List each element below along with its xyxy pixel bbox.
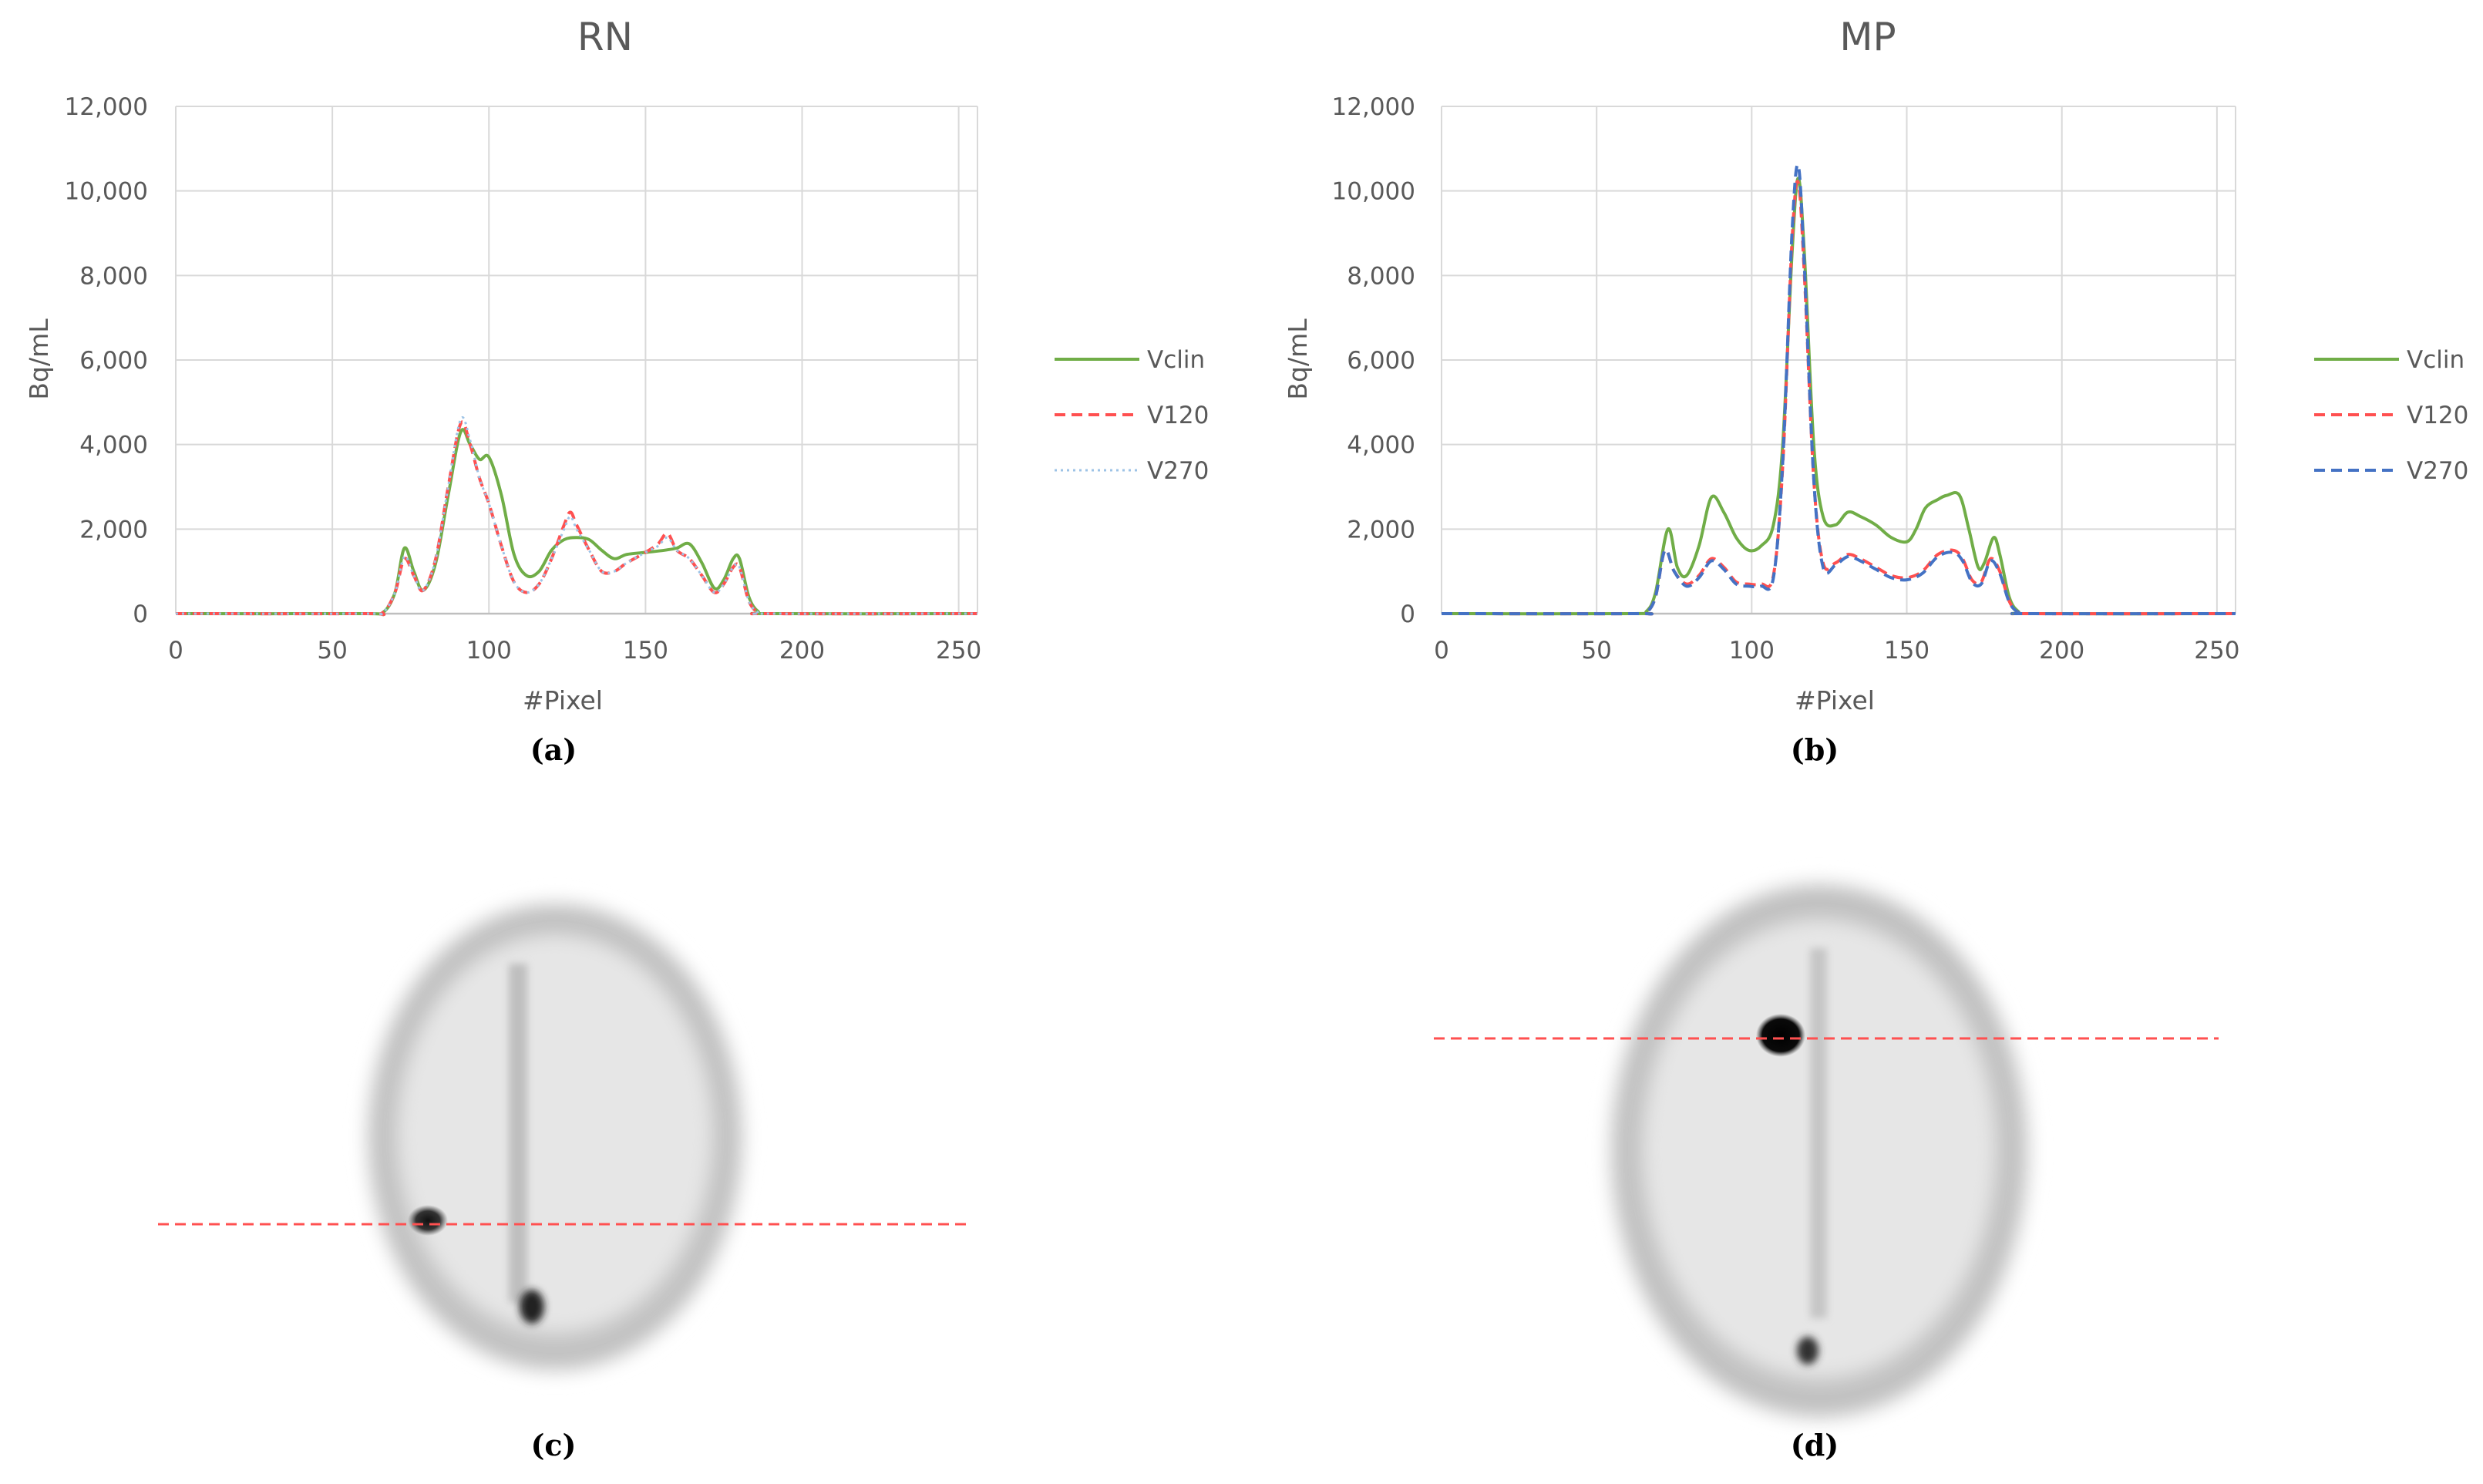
posterior-spot <box>1797 1337 1819 1365</box>
y-tick-label: 2,000 <box>79 516 148 543</box>
y-tick-label: 6,000 <box>1347 347 1415 375</box>
y-axis-label: Bq/mL <box>24 318 54 400</box>
caption-a: (a) <box>530 732 577 767</box>
grid-lines <box>1441 106 2236 615</box>
y-tick-label: 0 <box>133 601 148 628</box>
legend-label: Vclin <box>1147 346 1205 374</box>
y-tick-label: 10,000 <box>1332 178 1415 206</box>
x-tick-label: 100 <box>1729 637 1775 665</box>
legend-label: Vclin <box>2407 346 2464 374</box>
midline-fissure <box>1810 948 1827 1318</box>
y-tick-label: 6,000 <box>79 347 148 375</box>
y-tick-label: 8,000 <box>1347 262 1415 290</box>
hot-lesion <box>1756 1014 1805 1057</box>
grid-lines <box>175 106 978 615</box>
caption-c: (c) <box>530 1428 576 1462</box>
x-tick-label: 0 <box>168 637 183 665</box>
legend-label: V120 <box>1147 402 1209 429</box>
brain-interior <box>401 937 709 1330</box>
x-tick-label: 200 <box>2039 637 2084 665</box>
y-tick-label: 10,000 <box>65 178 148 206</box>
caption-b: (b) <box>1791 732 1839 767</box>
y-tick-label: 12,000 <box>65 93 148 121</box>
x-tick-label: 100 <box>466 637 512 665</box>
tick-labels: 0 2,000 4,000 6,000 8,000 10,000 12,000 0 50 100 1… <box>65 93 982 665</box>
lesion-spot <box>408 1205 448 1236</box>
legend-label: V120 <box>2407 402 2468 429</box>
x-tick-label: 0 <box>1434 637 1449 665</box>
y-tick-label: 2,000 <box>1347 516 1415 543</box>
series-line-v120 <box>175 420 978 617</box>
y-tick-label: 0 <box>1400 601 1415 628</box>
tick-labels: 0 2,000 4,000 6,000 8,000 10,000 12,000 0 50 100 1… <box>1332 93 2240 665</box>
legend: Vclin V120 V270 <box>1055 346 1209 485</box>
x-tick-label: 50 <box>1581 637 1611 665</box>
x-tick-label: 200 <box>779 637 825 665</box>
y-tick-label: 12,000 <box>1332 93 1415 121</box>
y-tick-label: 8,000 <box>79 262 148 290</box>
x-tick-label: 150 <box>623 637 668 665</box>
chart-rn: RN 0 2,000 4,000 6,000 8,000 10,000 12,000 0 50 1… <box>24 15 1209 767</box>
y-tick-label: 4,000 <box>1347 432 1415 459</box>
x-tick-label: 150 <box>1884 637 1930 665</box>
posterior-spot <box>520 1290 544 1324</box>
x-tick-label: 250 <box>936 637 981 665</box>
series-line-v120 <box>1441 180 2236 616</box>
legend-label: V270 <box>2407 457 2468 485</box>
pet-slice-rn: (c) <box>158 900 967 1462</box>
y-axis-label: Bq/mL <box>1283 318 1313 400</box>
series-layer <box>1441 163 2236 616</box>
midline-fissure <box>509 964 527 1303</box>
series-line-v270 <box>1441 163 2236 616</box>
legend: Vclin V120 V270 <box>2314 346 2468 485</box>
caption-d: (d) <box>1791 1428 1839 1462</box>
series-line-v270 <box>175 416 978 616</box>
legend-label: V270 <box>1147 457 1209 485</box>
chart-mp: MP 0 2,000 4,000 6,000 8,000 10,000 12,000 0 50 1… <box>1283 15 2468 767</box>
chart-title: RN <box>577 15 633 59</box>
series-line-vclin <box>175 428 978 617</box>
x-tick-label: 50 <box>317 637 347 665</box>
chart-title: MP <box>1839 15 1896 59</box>
series-line-vclin <box>1441 177 2236 616</box>
x-tick-label: 250 <box>2194 637 2239 665</box>
series-layer <box>175 416 978 617</box>
y-tick-label: 4,000 <box>79 432 148 459</box>
x-axis-label: #Pixel <box>1795 685 1875 715</box>
x-axis-label: #Pixel <box>523 685 603 715</box>
pet-slice-mp: (d) <box>1434 880 2219 1462</box>
